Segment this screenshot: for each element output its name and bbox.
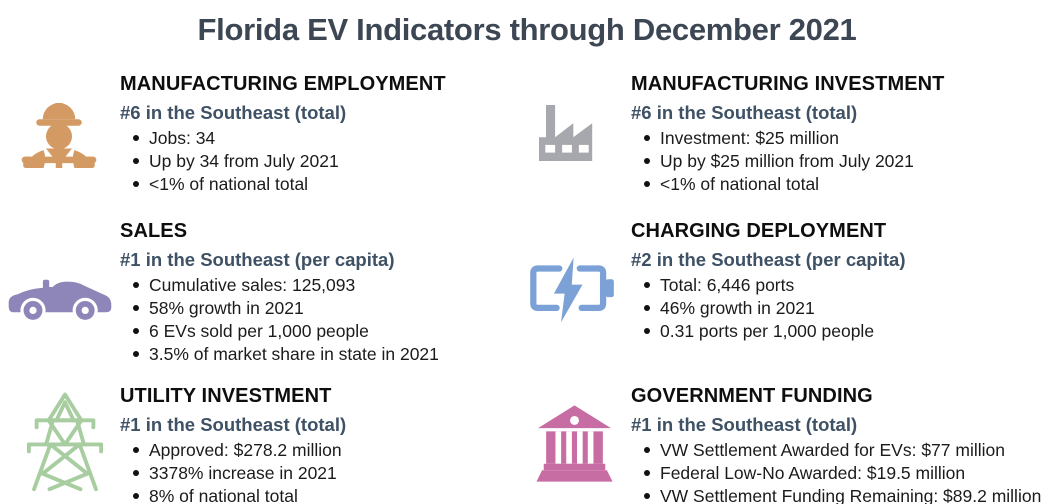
section-bullet-list: VW Settlement Awarded for EVs: $77 milli… <box>631 439 1051 504</box>
bullet-item: VW Settlement Awarded for EVs: $77 milli… <box>631 439 1051 462</box>
section-sales: SALES #1 in the Southeast (per capita) C… <box>0 217 527 382</box>
section-heading: MANUFACTURING EMPLOYMENT <box>120 73 446 95</box>
bullet-item: 58% growth in 2021 <box>120 297 525 320</box>
section-government-funding: GOVERNMENT FUNDING #1 in the Southeast (… <box>527 382 1054 504</box>
section-bullet-list: Investment: $25 million Up by $25 million… <box>631 127 1046 196</box>
section-manufacturing-investment: MANUFACTURING INVESTMENT #6 in the South… <box>527 70 1054 218</box>
construction-worker-icon <box>18 90 100 168</box>
section-rank: #6 in the Southeast (total) <box>631 102 858 123</box>
factory-icon <box>531 98 603 168</box>
section-heading: GOVERNMENT FUNDING <box>631 385 873 407</box>
section-bullet-list: Total: 6,446 ports 46% growth in 2021 0.31… <box>631 274 1046 343</box>
bullet-item: 8% of national total <box>120 485 525 504</box>
section-rank: #1 in the Southeast (per capita) <box>120 249 395 270</box>
bullet-item: <1% of national total <box>120 173 520 196</box>
bullet-item: <1% of national total <box>631 173 1046 196</box>
bullet-item: Cumulative sales: 125,093 <box>120 274 525 297</box>
bullet-item: Jobs: 34 <box>120 127 520 150</box>
section-heading: UTILITY INVESTMENT <box>120 385 332 407</box>
bullet-item: Up by 34 from July 2021 <box>120 150 520 173</box>
section-rank: #6 in the Southeast (total) <box>120 102 347 123</box>
section-rank: #2 in the Southeast (per capita) <box>631 249 906 270</box>
bullet-item: 3378% increase in 2021 <box>120 462 525 485</box>
bullet-item: Total: 6,446 ports <box>631 274 1046 297</box>
bullet-item: 3.5% of market share in state in 2021 <box>120 343 525 366</box>
section-bullet-list: Cumulative sales: 125,093 58% growth in 2… <box>120 274 525 366</box>
government-building-icon <box>534 399 615 488</box>
bullet-item: Approved: $278.2 million <box>120 439 525 462</box>
bullet-item: 46% growth in 2021 <box>631 297 1046 320</box>
convertible-car-icon <box>6 269 114 323</box>
bullet-item: 0.31 ports per 1,000 people <box>631 320 1046 343</box>
section-bullet-list: Approved: $278.2 million 3378% increase i… <box>120 439 525 504</box>
section-rank: #1 in the Southeast (total) <box>631 414 858 435</box>
transmission-tower-icon <box>22 388 108 494</box>
bullet-item: 6 EVs sold per 1,000 people <box>120 320 525 343</box>
section-heading: SALES <box>120 220 188 242</box>
section-heading: MANUFACTURING INVESTMENT <box>631 73 945 95</box>
page-title: Florida EV Indicators through December 2… <box>197 12 857 47</box>
bullet-item: Up by $25 million from July 2021 <box>631 150 1046 173</box>
bullet-item: Investment: $25 million <box>631 127 1046 150</box>
bullet-item: VW Settlement Funding Remaining: $89.2 m… <box>631 485 1051 504</box>
section-utility-investment: UTILITY INVESTMENT #1 in the Southeast (… <box>0 382 527 504</box>
section-charging-deployment: CHARGING DEPLOYMENT #2 in the Southeast … <box>527 217 1054 382</box>
section-bullet-list: Jobs: 34 Up by 34 from July 2021 <1% of na… <box>120 127 520 196</box>
section-rank: #1 in the Southeast (total) <box>120 414 347 435</box>
battery-charging-icon <box>521 256 619 324</box>
section-heading: CHARGING DEPLOYMENT <box>631 220 887 242</box>
bullet-item: Federal Low-No Awarded: $19.5 million <box>631 462 1051 485</box>
section-manufacturing-employment: MANUFACTURING EMPLOYMENT #6 in the South… <box>0 70 527 218</box>
